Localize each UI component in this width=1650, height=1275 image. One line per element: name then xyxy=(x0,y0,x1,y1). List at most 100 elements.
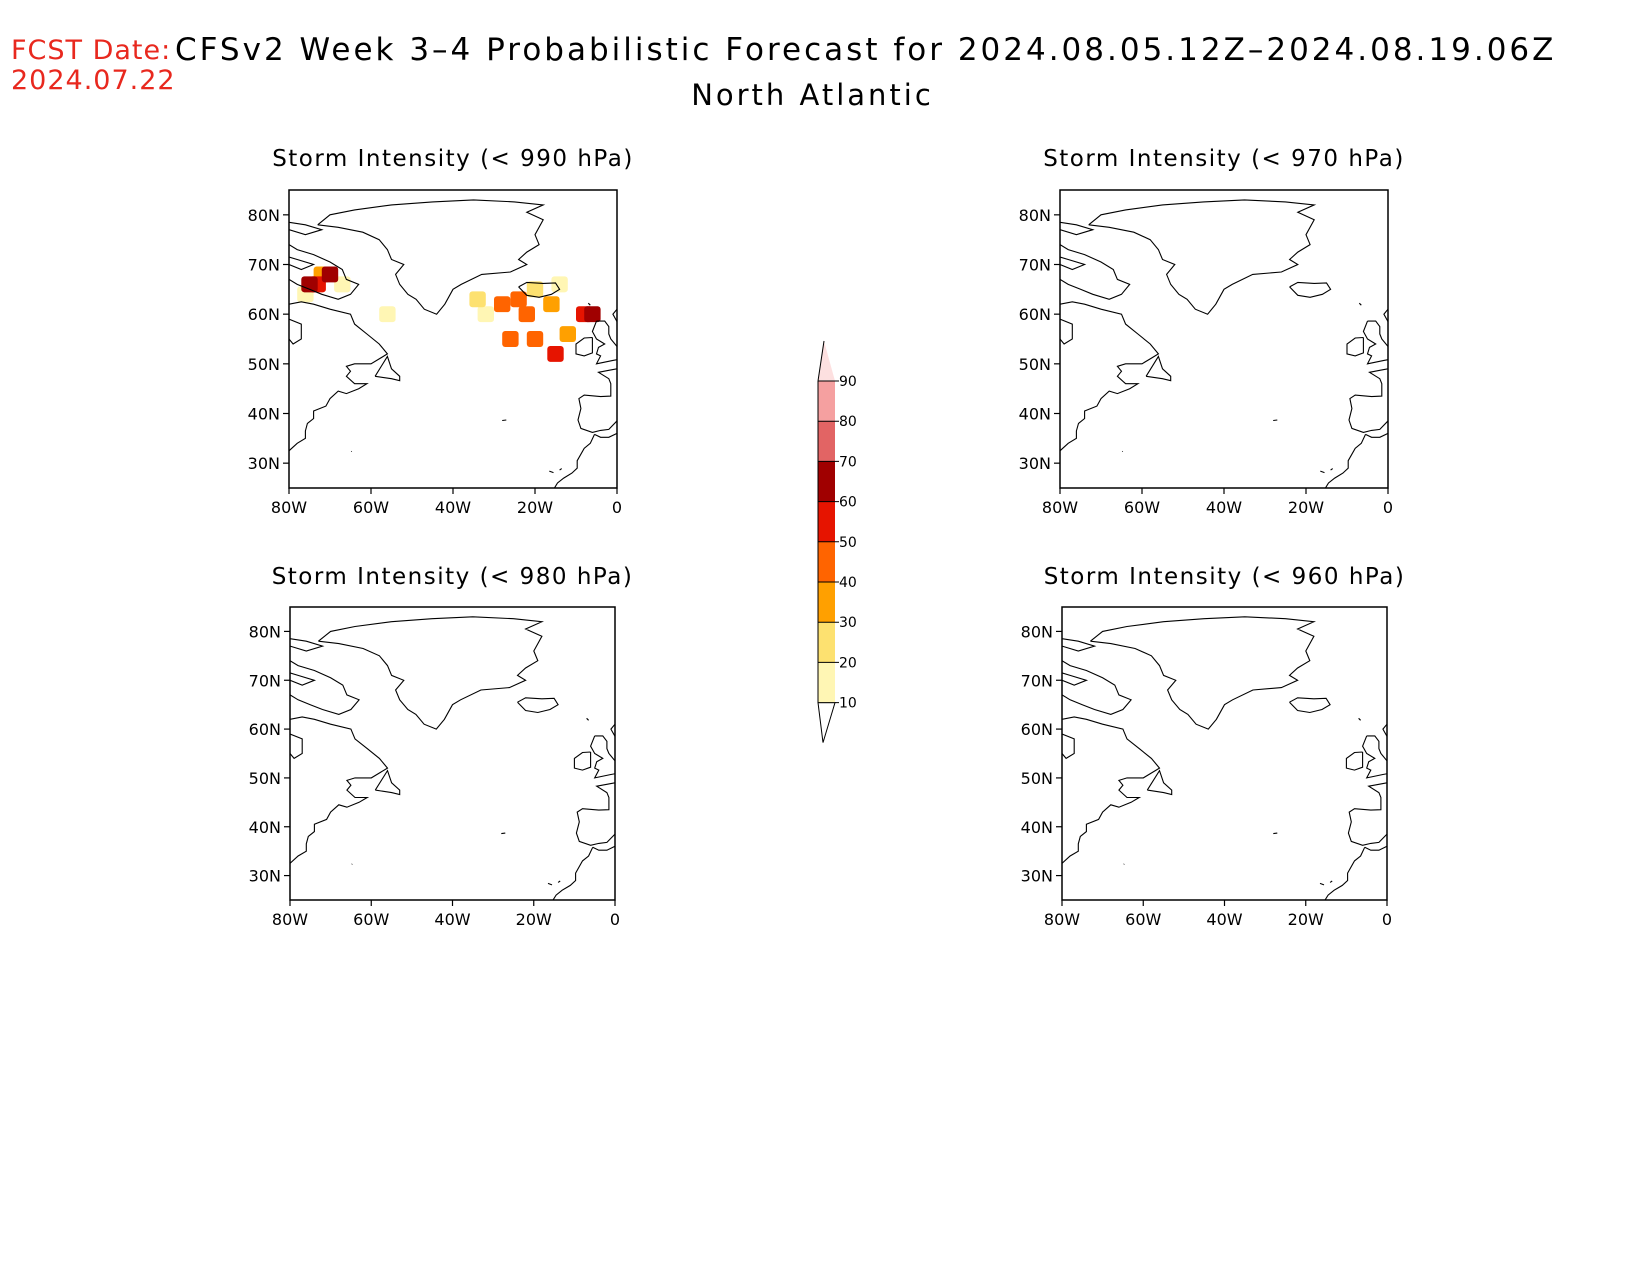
lon-tick-label: 0 xyxy=(1382,910,1392,929)
lon-tick-label: 60W xyxy=(1125,910,1161,929)
map-area xyxy=(290,616,615,900)
coastline xyxy=(573,751,592,771)
lat-tick-label: 50N xyxy=(248,355,280,374)
coastline xyxy=(594,432,617,438)
lat-tick-label: 40N xyxy=(248,405,280,424)
colorbar-box xyxy=(818,582,835,623)
probability-cell xyxy=(469,291,486,308)
coastline xyxy=(553,434,595,488)
coastline xyxy=(1329,880,1333,883)
coastline xyxy=(575,782,615,846)
colorbar: 10 20 30 40 50 60 70 80 90 xyxy=(817,340,857,743)
coastline xyxy=(591,320,617,365)
lon-tick-label: 20W xyxy=(517,498,553,517)
lon-tick-label: 80W xyxy=(272,910,308,929)
coastline xyxy=(1324,847,1366,900)
coastline xyxy=(586,717,589,721)
coastline xyxy=(1289,697,1331,714)
coastline xyxy=(289,301,389,452)
probability-cell xyxy=(334,276,351,293)
lat-tick-label: 70N xyxy=(1021,671,1053,690)
map-panel-3: Storm Intensity (< 980 hPa) 80N 70N 60N 50N 4… xyxy=(249,564,632,929)
colorbar-label: 30 xyxy=(839,615,857,631)
coastline xyxy=(1062,716,1161,864)
coastline xyxy=(1060,301,1160,452)
lon-tick-label: 20W xyxy=(516,910,552,929)
coastline xyxy=(1273,832,1278,835)
probability-cell xyxy=(543,296,560,313)
coastline xyxy=(318,616,544,730)
coastline xyxy=(290,716,389,864)
coastline xyxy=(1382,723,1387,737)
colorbar-label: 10 xyxy=(839,696,857,712)
map-panel-4: Storm Intensity (< 960 hPa) 80N 70N 60N 50N 4… xyxy=(1021,564,1406,929)
colorbar-box xyxy=(818,461,835,502)
coastline xyxy=(1365,432,1388,438)
coastline xyxy=(1361,735,1387,779)
page-title: CFSv2 Week 3–4 Probabilistic Forecast fo… xyxy=(175,32,1557,68)
lon-tick-label: 40W xyxy=(435,498,471,517)
lon-tick-label: 0 xyxy=(610,910,620,929)
coastline xyxy=(1060,221,1095,236)
panel-title: Storm Intensity (< 960 hPa) xyxy=(1044,564,1406,590)
colorbar-box xyxy=(818,381,835,422)
coastline xyxy=(1358,717,1361,721)
probability-cell xyxy=(526,331,544,347)
lon-tick-label: 60W xyxy=(353,910,389,929)
probability-cell xyxy=(321,266,339,283)
colorbar-label: 50 xyxy=(839,535,857,551)
coastline xyxy=(1324,434,1366,488)
fcst-date-label: FCST Date: xyxy=(11,35,172,66)
coastline xyxy=(289,244,360,300)
panel-title: Storm Intensity (< 970 hPa) xyxy=(1043,146,1405,172)
coastline xyxy=(1347,782,1387,846)
map-frame xyxy=(289,606,616,901)
probability-cell xyxy=(477,306,494,323)
coastline xyxy=(575,336,593,357)
probability-cell xyxy=(584,306,601,323)
colorbar-label: 80 xyxy=(839,414,857,430)
lat-tick-label: 70N xyxy=(248,256,280,275)
colorbar-box xyxy=(818,421,835,462)
coastline xyxy=(589,735,615,779)
coastline xyxy=(1346,336,1364,357)
coastline xyxy=(1320,470,1325,474)
lat-tick-label: 80N xyxy=(1019,206,1051,225)
coastline xyxy=(1062,660,1133,715)
lon-tick-label: 60W xyxy=(353,498,389,517)
colorbar-lower-arrow xyxy=(817,702,836,743)
lat-tick-label: 30N xyxy=(1021,867,1053,886)
colorbar-label: 60 xyxy=(839,495,857,511)
coastline xyxy=(290,672,317,686)
lat-tick-label: 70N xyxy=(1019,256,1051,275)
coastline xyxy=(374,355,401,382)
probability-cell xyxy=(526,281,544,298)
colorbar-upper-arrow xyxy=(818,341,835,381)
map-frame xyxy=(1061,606,1388,901)
coastline xyxy=(1289,281,1332,298)
colorbar-label: 90 xyxy=(839,374,857,390)
lat-tick-label: 50N xyxy=(1021,769,1053,788)
map-area xyxy=(1062,616,1387,900)
lon-tick-label: 60W xyxy=(1124,498,1160,517)
coastline xyxy=(1362,320,1388,365)
probability-cell xyxy=(301,276,318,293)
lon-tick-label: 0 xyxy=(1383,498,1393,517)
lon-tick-label: 40W xyxy=(1206,498,1242,517)
coastline xyxy=(1383,308,1388,322)
lat-tick-label: 60N xyxy=(249,720,281,739)
coastline xyxy=(289,318,302,345)
lat-tick-label: 60N xyxy=(248,305,280,324)
lon-tick-label: 20W xyxy=(1288,498,1324,517)
coastline xyxy=(1330,468,1334,471)
coastline xyxy=(1345,751,1364,771)
coastline xyxy=(559,468,563,471)
coastline xyxy=(1060,318,1073,345)
coastline xyxy=(577,368,617,433)
map-panel-1: Storm Intensity (< 990 hPa) 80N 70N 60N 50N 4… xyxy=(248,146,633,517)
lat-tick-label: 80N xyxy=(248,206,280,225)
coastline xyxy=(549,470,554,474)
probability-cell xyxy=(379,306,396,323)
coastline xyxy=(612,308,617,322)
